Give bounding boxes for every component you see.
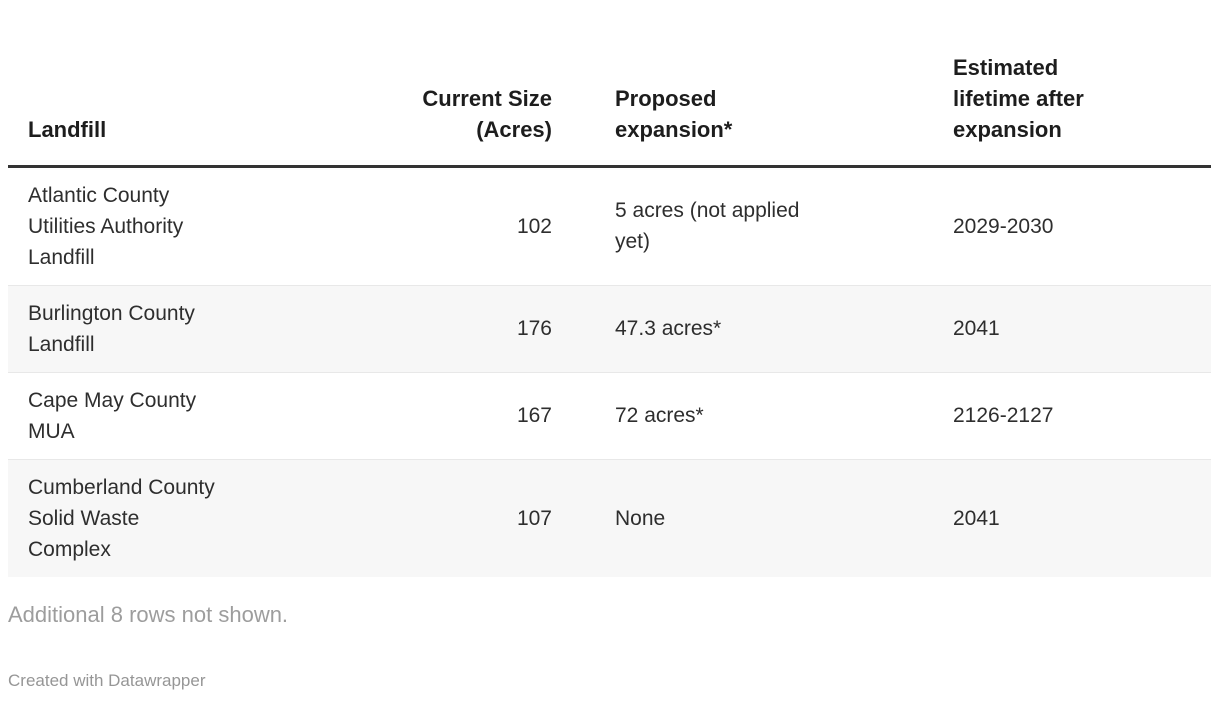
cell-current-size: 167 [363, 371, 572, 459]
cell-lifetime: 2041 [933, 284, 1211, 372]
cell-current-size: 102 [516, 214, 552, 238]
table-row: Burlington County Landfill 176 47.3 acre… [8, 284, 1211, 372]
cell-landfill-name: Atlantic County Utilities Authority Land… [28, 183, 184, 269]
cell-proposed-expansion: 5 acres (not applied yet) [615, 199, 800, 253]
landfill-table: Landfill Current Size (Acres) Proposed e… [8, 0, 1211, 577]
cell-landfill-name: Cumberland County Solid Waste Complex [8, 458, 363, 577]
table-row: Cumberland County Solid Waste Complex 10… [8, 458, 1211, 577]
cell-proposed-expansion: None [572, 458, 933, 577]
cell-landfill-name: Cape May County MUA [8, 371, 363, 459]
column-header-landfill: Landfill [8, 0, 363, 168]
cell-current-size: 176 [363, 284, 572, 372]
table-row: Cape May County MUA 167 72 acres* 2126-2… [8, 371, 1211, 459]
table-row: Atlantic County Utilities Authority Land… [8, 166, 1211, 285]
column-header-estimated-lifetime: Estimated lifetime after expansion [933, 0, 1211, 168]
cell-proposed-expansion: 72 acres* [572, 371, 933, 459]
column-header-proposed-expansion: Proposed expansion* [572, 0, 933, 168]
cell-proposed-expansion: 47.3 acres* [572, 284, 933, 372]
table-header: Landfill Current Size (Acres) Proposed e… [8, 0, 1211, 168]
table-body: Atlantic County Utilities Authority Land… [8, 166, 1211, 577]
header-row: Landfill Current Size (Acres) Proposed e… [8, 0, 1211, 168]
datawrapper-attribution-link[interactable]: Created with Datawrapper [8, 670, 206, 690]
cell-landfill-name: Burlington County Landfill [8, 284, 363, 372]
rows-not-shown-note: Additional 8 rows not shown. [8, 601, 289, 627]
cell-lifetime: 2041 [933, 458, 1211, 577]
cell-lifetime: 2126-2127 [933, 371, 1211, 459]
column-header-current-size: Current Size (Acres) [363, 0, 572, 168]
cell-lifetime: 2029-2030 [953, 214, 1054, 238]
cell-current-size: 107 [363, 458, 572, 577]
